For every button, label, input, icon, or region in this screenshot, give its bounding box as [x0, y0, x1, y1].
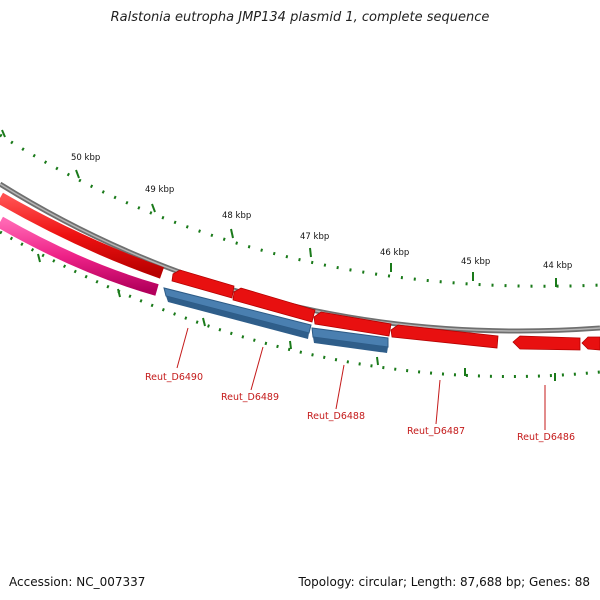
- gene-blue-shade-2: [313, 337, 388, 353]
- label-leaders: [176, 327, 546, 430]
- leader-reut-d6488: [335, 364, 345, 410]
- gene-red-arrow-4: [313, 311, 392, 337]
- gene-label-reut-d6490[interactable]: Reut_D6490: [145, 372, 203, 383]
- major-tick-47kbp: [309, 247, 312, 258]
- reverse-strand-genes: [163, 287, 389, 353]
- gene-red-arrow-6: [512, 335, 581, 351]
- scale-label-47kbp: 47 kbp: [300, 232, 329, 242]
- scale-label-50kbp: 50 kbp: [71, 153, 100, 163]
- scale-label-48kbp: 48 kbp: [222, 211, 251, 221]
- outer-ruler: [0, 133, 600, 288]
- map-title: Ralstonia eutropha JMP134 plasmid 1, com…: [110, 10, 490, 25]
- leader-reut-d6490: [176, 327, 189, 369]
- scale-label-46kbp: 46 kbp: [380, 248, 409, 258]
- gene-red-arrow-7: [581, 336, 600, 351]
- scale-label-49kbp: 49 kbp: [145, 185, 174, 195]
- major-tick-48kbp: [230, 228, 234, 239]
- major-tick-49kbp: [151, 203, 156, 213]
- gene-red-arrow-3: [232, 287, 316, 323]
- accession-text: Accession: NC_007337: [9, 575, 146, 589]
- forward-strand-genes: [0, 192, 600, 351]
- gene-label-reut-d6488[interactable]: Reut_D6488: [307, 411, 365, 422]
- edge-tick: [1, 129, 6, 138]
- leader-reut-d6487: [435, 379, 441, 425]
- gene-red-arrow-2: [171, 269, 235, 299]
- pink-feature-arc: [0, 216, 159, 296]
- gene-label-reut-d6489[interactable]: Reut_D6489: [221, 392, 279, 403]
- leader-reut-d6489: [250, 346, 264, 391]
- gene-red-arrow-5: [390, 324, 499, 349]
- gene-blue-shade-1: [166, 296, 309, 339]
- gene-label-reut-d6487[interactable]: Reut_D6487: [407, 426, 465, 437]
- inner-ruler: [0, 230, 600, 381]
- gene-red-arc-1: [0, 192, 165, 279]
- scale-label-44kbp: 44 kbp: [543, 261, 572, 271]
- scale-label-45kbp: 45 kbp: [461, 257, 490, 267]
- major-tick-50kbp: [75, 169, 80, 179]
- gene-label-reut-d6486[interactable]: Reut_D6486: [517, 432, 575, 443]
- topology-stats-text: Topology: circular; Length: 87,688 bp; G…: [298, 575, 590, 589]
